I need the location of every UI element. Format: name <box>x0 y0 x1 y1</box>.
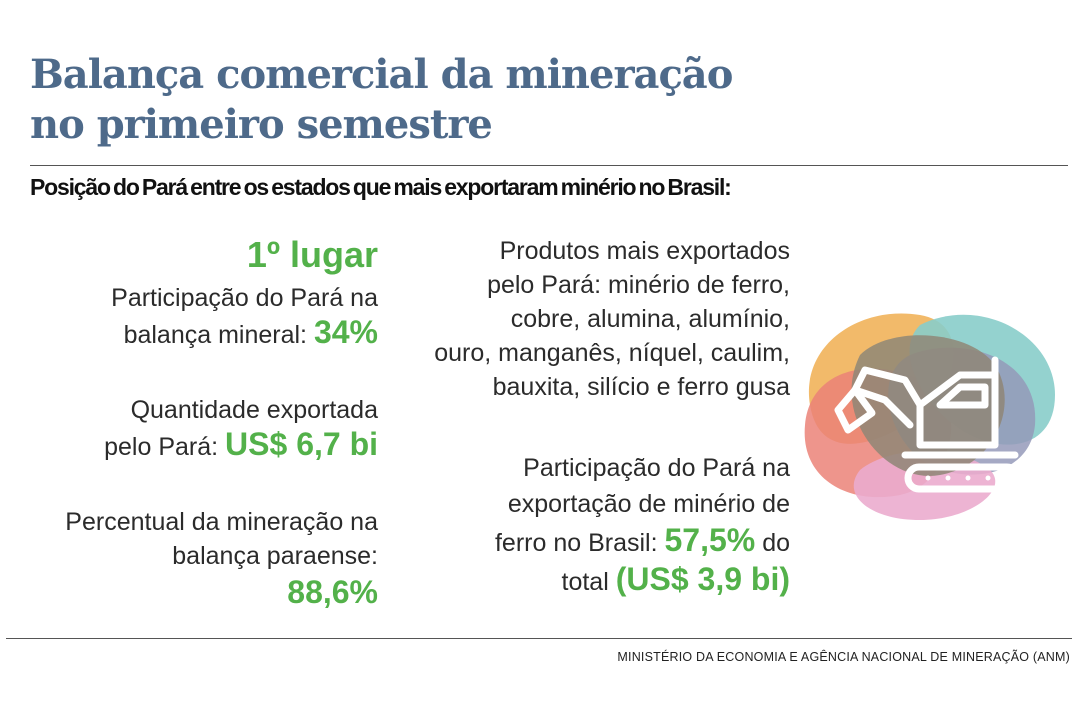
title-line-2: no primeiro semestre <box>30 101 493 148</box>
participacao-line2: balança mineral: <box>123 321 307 349</box>
title-line-1: Balança comercial da mineração <box>30 51 733 98</box>
produtos-line: bauxita, silício e ferro gusa <box>492 373 790 401</box>
percentual-block: Percentual da mineração na balança parae… <box>30 505 378 611</box>
ferro-line2: exportação de minério de <box>507 490 790 518</box>
excavator-icon <box>804 313 1055 520</box>
ferro-line4: total <box>561 568 609 596</box>
produtos-line: Produtos mais exportados <box>499 237 790 265</box>
produtos-line: pelo Pará: minério de ferro, <box>487 271 790 299</box>
ferro-value-usd: (US$ 3,9 bi) <box>615 561 790 597</box>
quantidade-line2: pelo Pará: <box>104 433 219 461</box>
quantidade-block: Quantidade exportada pelo Pará: US$ 6,7 … <box>30 393 378 464</box>
participacao-line1: Participação do Pará na <box>111 284 378 312</box>
produtos-block: Produtos mais exportados pelo Pará: miné… <box>410 234 790 404</box>
quantidade-value: US$ 6,7 bi <box>225 426 378 462</box>
rank-value: 1º lugar <box>246 234 378 275</box>
produtos-line: ouro, manganês, níquel, caulim, <box>434 339 790 367</box>
bottom-divider <box>6 638 1072 639</box>
participacao-value: 34% <box>313 314 378 350</box>
ferro-line1: Participação do Pará na <box>523 454 790 482</box>
quantidade-line1: Quantidade exportada <box>130 396 378 424</box>
top-divider <box>30 165 1068 166</box>
excavator-outline <box>834 356 1022 493</box>
track-dots <box>925 475 1008 481</box>
participacao-block: Participação do Pará na balança mineral:… <box>30 281 378 352</box>
source-credit: MINISTÉRIO DA ECONOMIA E AGÊNCIA NACIONA… <box>617 650 1070 664</box>
produtos-line: cobre, alumina, alumínio, <box>510 305 790 333</box>
ferro-suffix: do <box>762 529 790 557</box>
blob-brown <box>851 335 1005 476</box>
subtitle: Posição do Pará entre os estados que mai… <box>30 174 732 200</box>
ferro-line3: ferro no Brasil: <box>494 529 658 557</box>
ferro-value: 57,5% <box>664 522 756 558</box>
page-title: Balança comercial da mineração no primei… <box>30 50 733 150</box>
ferro-block: Participação do Pará na exportação de mi… <box>410 450 790 600</box>
percentual-line1: Percentual da mineração na <box>65 508 378 536</box>
percentual-line2: balança paraense: <box>172 542 378 570</box>
percentual-value: 88,6% <box>287 574 378 610</box>
